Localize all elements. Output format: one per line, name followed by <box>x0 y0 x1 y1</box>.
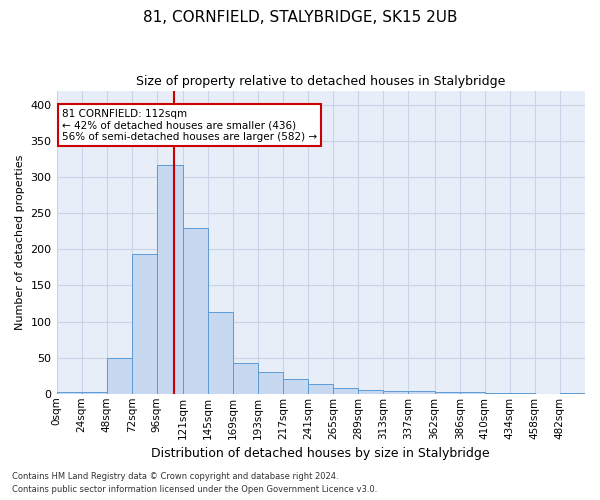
Bar <box>258 372 283 394</box>
Bar <box>132 254 157 394</box>
Bar <box>334 388 358 394</box>
Bar <box>183 228 208 394</box>
Bar <box>283 380 308 394</box>
Bar <box>383 391 409 394</box>
Bar <box>208 312 233 394</box>
Bar <box>409 391 434 394</box>
Bar <box>460 392 485 394</box>
Bar <box>358 390 383 394</box>
X-axis label: Distribution of detached houses by size in Stalybridge: Distribution of detached houses by size … <box>151 447 490 460</box>
Bar <box>510 393 535 394</box>
Bar <box>56 392 82 394</box>
Bar <box>485 393 510 394</box>
Title: Size of property relative to detached houses in Stalybridge: Size of property relative to detached ho… <box>136 75 505 88</box>
Bar <box>107 358 132 394</box>
Bar <box>82 392 107 394</box>
Text: 81, CORNFIELD, STALYBRIDGE, SK15 2UB: 81, CORNFIELD, STALYBRIDGE, SK15 2UB <box>143 10 457 25</box>
Text: Contains HM Land Registry data © Crown copyright and database right 2024.
Contai: Contains HM Land Registry data © Crown c… <box>12 472 377 494</box>
Text: 81 CORNFIELD: 112sqm
← 42% of detached houses are smaller (436)
56% of semi-deta: 81 CORNFIELD: 112sqm ← 42% of detached h… <box>62 108 317 142</box>
Bar <box>308 384 334 394</box>
Y-axis label: Number of detached properties: Number of detached properties <box>15 154 25 330</box>
Bar <box>233 362 258 394</box>
Bar <box>560 393 585 394</box>
Bar <box>434 392 460 394</box>
Bar <box>157 165 183 394</box>
